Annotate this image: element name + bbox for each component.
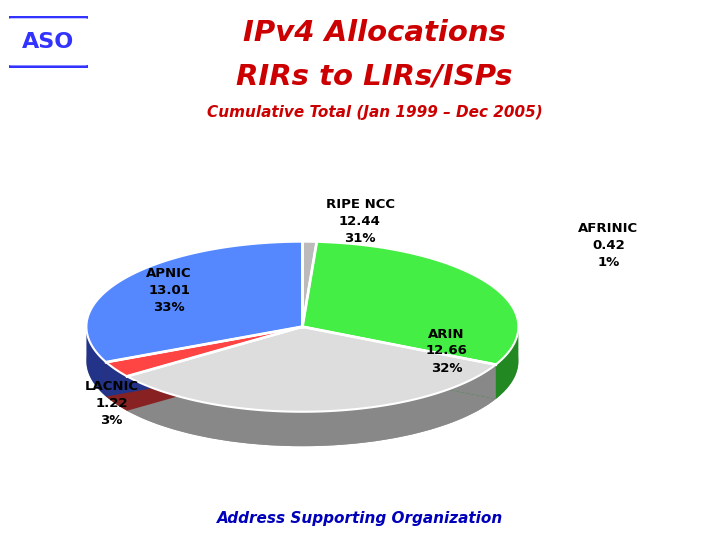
Polygon shape [302, 327, 496, 399]
Text: RIRs to LIRs/ISPs: RIRs to LIRs/ISPs [236, 62, 513, 90]
Text: ARIN
12.66
32%: ARIN 12.66 32% [426, 327, 467, 375]
Polygon shape [127, 327, 302, 411]
Polygon shape [86, 328, 106, 396]
Text: Cumulative Total (Jan 1999 – Dec 2005): Cumulative Total (Jan 1999 – Dec 2005) [207, 105, 542, 120]
Polygon shape [496, 328, 518, 399]
Text: Address Supporting Organization: Address Supporting Organization [217, 511, 503, 526]
Polygon shape [127, 327, 302, 411]
FancyBboxPatch shape [6, 16, 91, 68]
Polygon shape [302, 241, 317, 327]
Text: RIPE NCC
12.44
31%: RIPE NCC 12.44 31% [325, 198, 395, 245]
Polygon shape [106, 362, 127, 411]
Polygon shape [106, 327, 302, 396]
Text: LACNIC
1.22
3%: LACNIC 1.22 3% [85, 380, 138, 427]
Polygon shape [127, 327, 496, 411]
Polygon shape [106, 327, 302, 396]
Text: IPv4 Allocations: IPv4 Allocations [243, 19, 506, 47]
Text: ASO: ASO [22, 32, 74, 52]
Text: AFRINIC
0.42
1%: AFRINIC 0.42 1% [578, 222, 639, 269]
Polygon shape [106, 327, 302, 376]
Ellipse shape [86, 276, 518, 446]
Text: APNIC
13.01
33%: APNIC 13.01 33% [146, 267, 192, 314]
Polygon shape [302, 327, 496, 399]
Polygon shape [127, 364, 496, 446]
Polygon shape [302, 242, 518, 364]
Polygon shape [86, 241, 302, 362]
